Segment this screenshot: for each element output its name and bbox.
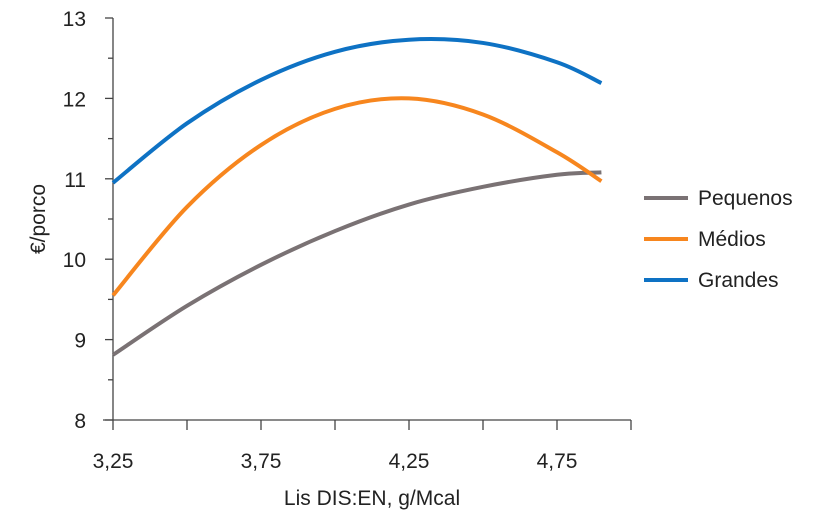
y-tick-label: 12: [63, 88, 86, 111]
axes: 8 9 10 11 12 13 3,25 3,75 4,25 4,75: [63, 8, 632, 473]
y-axis-label: €/porco: [27, 184, 50, 254]
y-tick-label: 10: [63, 249, 86, 272]
legend: Pequenos Médios Grandes: [644, 187, 793, 292]
legend-label: Grandes: [698, 269, 779, 292]
series-line-pequenos: [111, 170, 602, 357]
y-tick-label: 13: [63, 8, 86, 31]
y-tick-label: 9: [74, 330, 86, 353]
legend-label: Médios: [698, 228, 766, 251]
series-line-grandes: [111, 37, 603, 185]
x-tick-label: 4,25: [389, 450, 430, 473]
series-line-médios: [111, 96, 603, 297]
x-axis-label: Lis DIS:EN, g/Mcal: [284, 487, 460, 510]
x-tick-label: 4,75: [537, 450, 578, 473]
series-lines: [111, 37, 603, 357]
x-tick-label: 3,75: [241, 450, 282, 473]
y-tick-label: 11: [64, 169, 86, 192]
x-tick-label: 3,25: [93, 450, 134, 473]
legend-label: Pequenos: [698, 187, 793, 210]
y-tick-label: 8: [74, 410, 86, 433]
